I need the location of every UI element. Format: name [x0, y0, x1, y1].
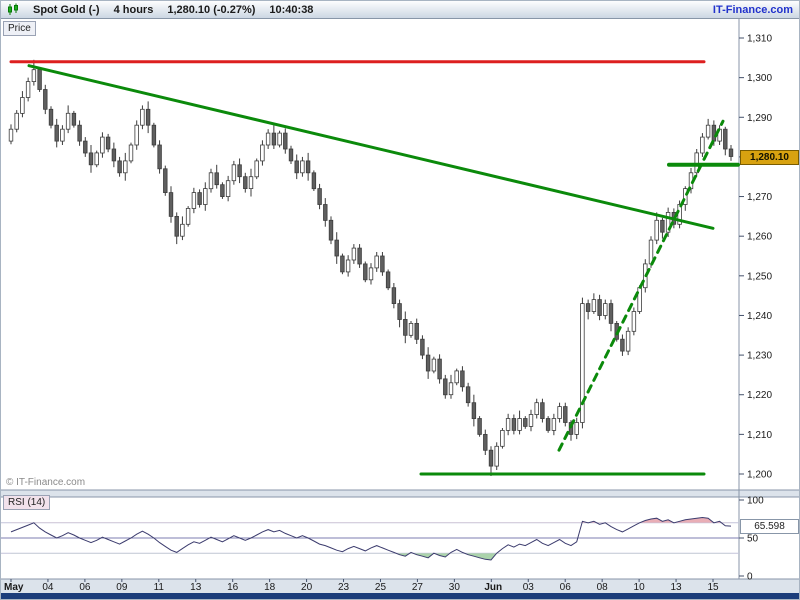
svg-text:100: 100	[747, 496, 764, 507]
svg-text:10: 10	[634, 582, 646, 593]
svg-text:1,250: 1,250	[747, 271, 772, 282]
last-price-badge: 1,280.10	[740, 150, 799, 165]
svg-text:13: 13	[670, 582, 682, 593]
svg-text:18: 18	[264, 582, 276, 593]
svg-text:1,260: 1,260	[747, 232, 772, 243]
candlestick-icon	[7, 3, 19, 16]
candles-layer	[8, 59, 734, 476]
svg-text:15: 15	[707, 582, 719, 593]
brand-link[interactable]: IT-Finance.com	[712, 3, 793, 16]
svg-text:09: 09	[116, 582, 128, 593]
svg-text:0: 0	[747, 572, 753, 583]
svg-text:1,230: 1,230	[747, 351, 772, 362]
svg-text:1,270: 1,270	[747, 192, 772, 203]
svg-text:25: 25	[375, 582, 387, 593]
rsi-indicator-label[interactable]: RSI (14)	[3, 495, 51, 510]
svg-text:06: 06	[79, 582, 91, 593]
svg-text:50: 50	[747, 534, 759, 545]
svg-text:20: 20	[301, 582, 313, 593]
svg-text:16: 16	[227, 582, 239, 593]
svg-text:23: 23	[338, 582, 350, 593]
svg-text:06: 06	[560, 582, 572, 593]
rsi-overbought-fill	[11, 517, 731, 523]
svg-text:08: 08	[597, 582, 609, 593]
x-axis-strip	[1, 579, 799, 593]
last-price-change: 1,280.10 (-0.27%)	[167, 3, 256, 16]
bottom-bar	[1, 593, 799, 599]
svg-text:27: 27	[412, 582, 424, 593]
copyright-watermark: © IT-Finance.com	[6, 477, 86, 488]
svg-text:1,300: 1,300	[747, 73, 772, 84]
svg-text:1,290: 1,290	[747, 113, 772, 124]
clock: 10:40:38	[269, 3, 314, 16]
svg-text:1,200: 1,200	[747, 470, 772, 481]
svg-text:1,220: 1,220	[747, 390, 772, 401]
svg-text:03: 03	[523, 582, 535, 593]
svg-text:1,310: 1,310	[747, 34, 772, 45]
svg-text:1,240: 1,240	[747, 311, 772, 322]
chart-header: Spot Gold (-) 4 hours 1,280.10 (-0.27%) …	[1, 1, 799, 19]
svg-text:May: May	[4, 582, 24, 593]
trendlines-layer[interactable]	[9, 60, 740, 476]
rsi-line	[10, 516, 732, 561]
price-panel-label[interactable]: Price	[3, 21, 36, 36]
svg-text:30: 30	[449, 582, 461, 593]
panel-separator-strip	[1, 490, 799, 497]
rsi-value-badge: 65.598	[740, 519, 799, 534]
svg-text:04: 04	[42, 582, 54, 593]
svg-text:13: 13	[190, 582, 202, 593]
ascending-dashed-trendline	[557, 119, 725, 452]
instrument-name[interactable]: Spot Gold (-)	[33, 3, 100, 16]
svg-text:11: 11	[154, 582, 165, 593]
svg-text:Jun: Jun	[484, 582, 502, 593]
timeframe-label[interactable]: 4 hours	[113, 3, 154, 16]
svg-text:1,210: 1,210	[747, 430, 772, 441]
descending-trendline	[27, 64, 715, 230]
